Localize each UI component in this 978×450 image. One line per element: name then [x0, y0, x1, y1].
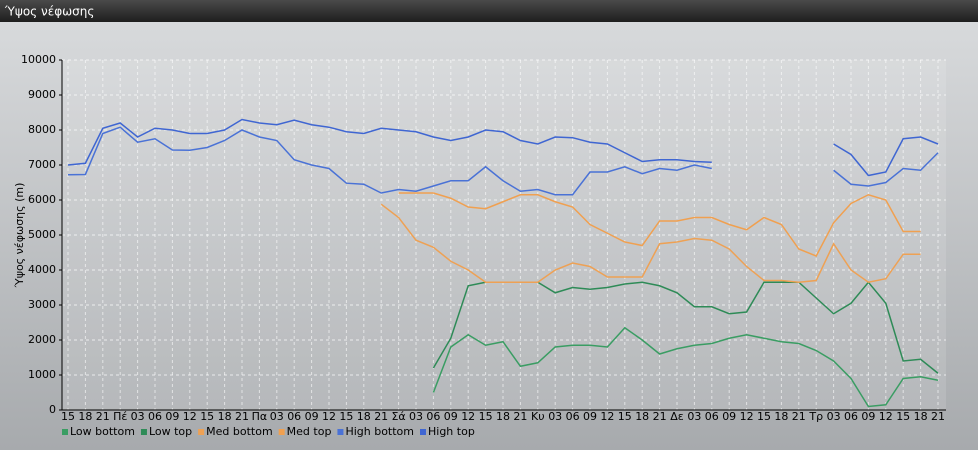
- y-tick-label: 7000: [28, 158, 56, 171]
- x-tick-label: 03: [131, 410, 145, 423]
- y-tick-label: 2000: [28, 333, 56, 346]
- x-tick-label: 06: [287, 410, 301, 423]
- x-tick-label: 03: [548, 410, 562, 423]
- y-tick-label: 3000: [28, 298, 56, 311]
- x-tick-label: 18: [914, 410, 928, 423]
- x-tick-label: 09: [305, 410, 319, 423]
- legend-label: Med top: [287, 425, 332, 438]
- x-tick-label: 12: [322, 410, 336, 423]
- y-tick-label: 0: [49, 403, 56, 416]
- x-tick-label: Τρ: [808, 410, 823, 423]
- y-tick-label: 4000: [28, 263, 56, 276]
- x-tick-label: 03: [827, 410, 841, 423]
- x-tick-label: 12: [740, 410, 754, 423]
- x-tick-label: 18: [357, 410, 371, 423]
- x-tick-label: 21: [931, 410, 945, 423]
- x-tick-label: 15: [200, 410, 214, 423]
- legend-swatch: [198, 429, 205, 435]
- legend-label: Med bottom: [206, 425, 273, 438]
- x-tick-label: 15: [618, 410, 632, 423]
- legend-label: Low bottom: [70, 425, 135, 438]
- x-tick-label: 06: [705, 410, 719, 423]
- legend-swatch: [337, 429, 344, 435]
- legend-label: High top: [428, 425, 475, 438]
- x-tick-label: 15: [61, 410, 75, 423]
- title-bar: [0, 0, 978, 22]
- x-tick-label: Κυ: [531, 410, 545, 423]
- legend-swatch: [420, 429, 426, 435]
- x-tick-label: 15: [896, 410, 910, 423]
- x-tick-label: 03: [270, 410, 284, 423]
- x-tick-label: 09: [861, 410, 875, 423]
- series-line: [380, 203, 921, 284]
- x-tick-label: 15: [757, 410, 771, 423]
- y-tick-label: 1000: [28, 368, 56, 381]
- x-tick-label: 06: [148, 410, 162, 423]
- legend-swatch: [278, 429, 285, 435]
- x-tick-label: 06: [566, 410, 580, 423]
- x-tick-label: Σά: [391, 410, 405, 423]
- x-tick-label: 09: [583, 410, 597, 423]
- x-tick-label: 15: [339, 410, 353, 423]
- x-tick-label: Δε: [670, 410, 684, 423]
- series-line: [432, 326, 939, 408]
- y-tick-label: 10000: [21, 53, 56, 66]
- x-tick-label: 03: [409, 410, 423, 423]
- x-tick-label: 21: [96, 410, 110, 423]
- x-tick-label: 09: [722, 410, 736, 423]
- y-tick-label: 6000: [28, 193, 56, 206]
- x-tick-label: 06: [426, 410, 440, 423]
- legend-label: High bottom: [345, 425, 414, 438]
- x-tick-label: 21: [792, 410, 806, 423]
- y-tick-label: 5000: [28, 228, 56, 241]
- y-tick-label: 8000: [28, 123, 56, 136]
- series-line: [67, 118, 712, 166]
- x-tick-label: 12: [879, 410, 893, 423]
- y-tick-label: 9000: [28, 88, 56, 101]
- x-tick-label: 12: [600, 410, 614, 423]
- legend-swatch: [140, 429, 147, 435]
- x-tick-label: 18: [635, 410, 649, 423]
- x-tick-label: 18: [496, 410, 510, 423]
- series-line: [833, 152, 939, 187]
- x-tick-label: 21: [653, 410, 667, 423]
- x-tick-label: 09: [444, 410, 458, 423]
- x-tick-label: 12: [183, 410, 197, 423]
- x-tick-label: 03: [687, 410, 701, 423]
- x-tick-label: 21: [513, 410, 527, 423]
- legend-swatch: [62, 429, 68, 435]
- x-tick-label: 12: [461, 410, 475, 423]
- x-tick-label: 15: [479, 410, 493, 423]
- x-tick-label: Πέ: [113, 410, 127, 423]
- series-line: [833, 136, 939, 177]
- x-tick-label: 18: [78, 410, 92, 423]
- series-line: [67, 126, 712, 196]
- x-tick-label: 09: [165, 410, 179, 423]
- x-tick-label: Πα: [252, 410, 268, 423]
- y-axis-label: Ύψος νέφωσης (m): [13, 183, 26, 289]
- x-tick-label: 21: [235, 410, 249, 423]
- x-tick-label: 18: [774, 410, 788, 423]
- chart-title: Ύψος νέφωσης: [4, 5, 94, 19]
- x-tick-label: 18: [218, 410, 232, 423]
- x-tick-label: 06: [844, 410, 858, 423]
- series-line: [398, 192, 921, 257]
- legend-label: Low top: [149, 425, 192, 438]
- x-tick-label: 21: [374, 410, 388, 423]
